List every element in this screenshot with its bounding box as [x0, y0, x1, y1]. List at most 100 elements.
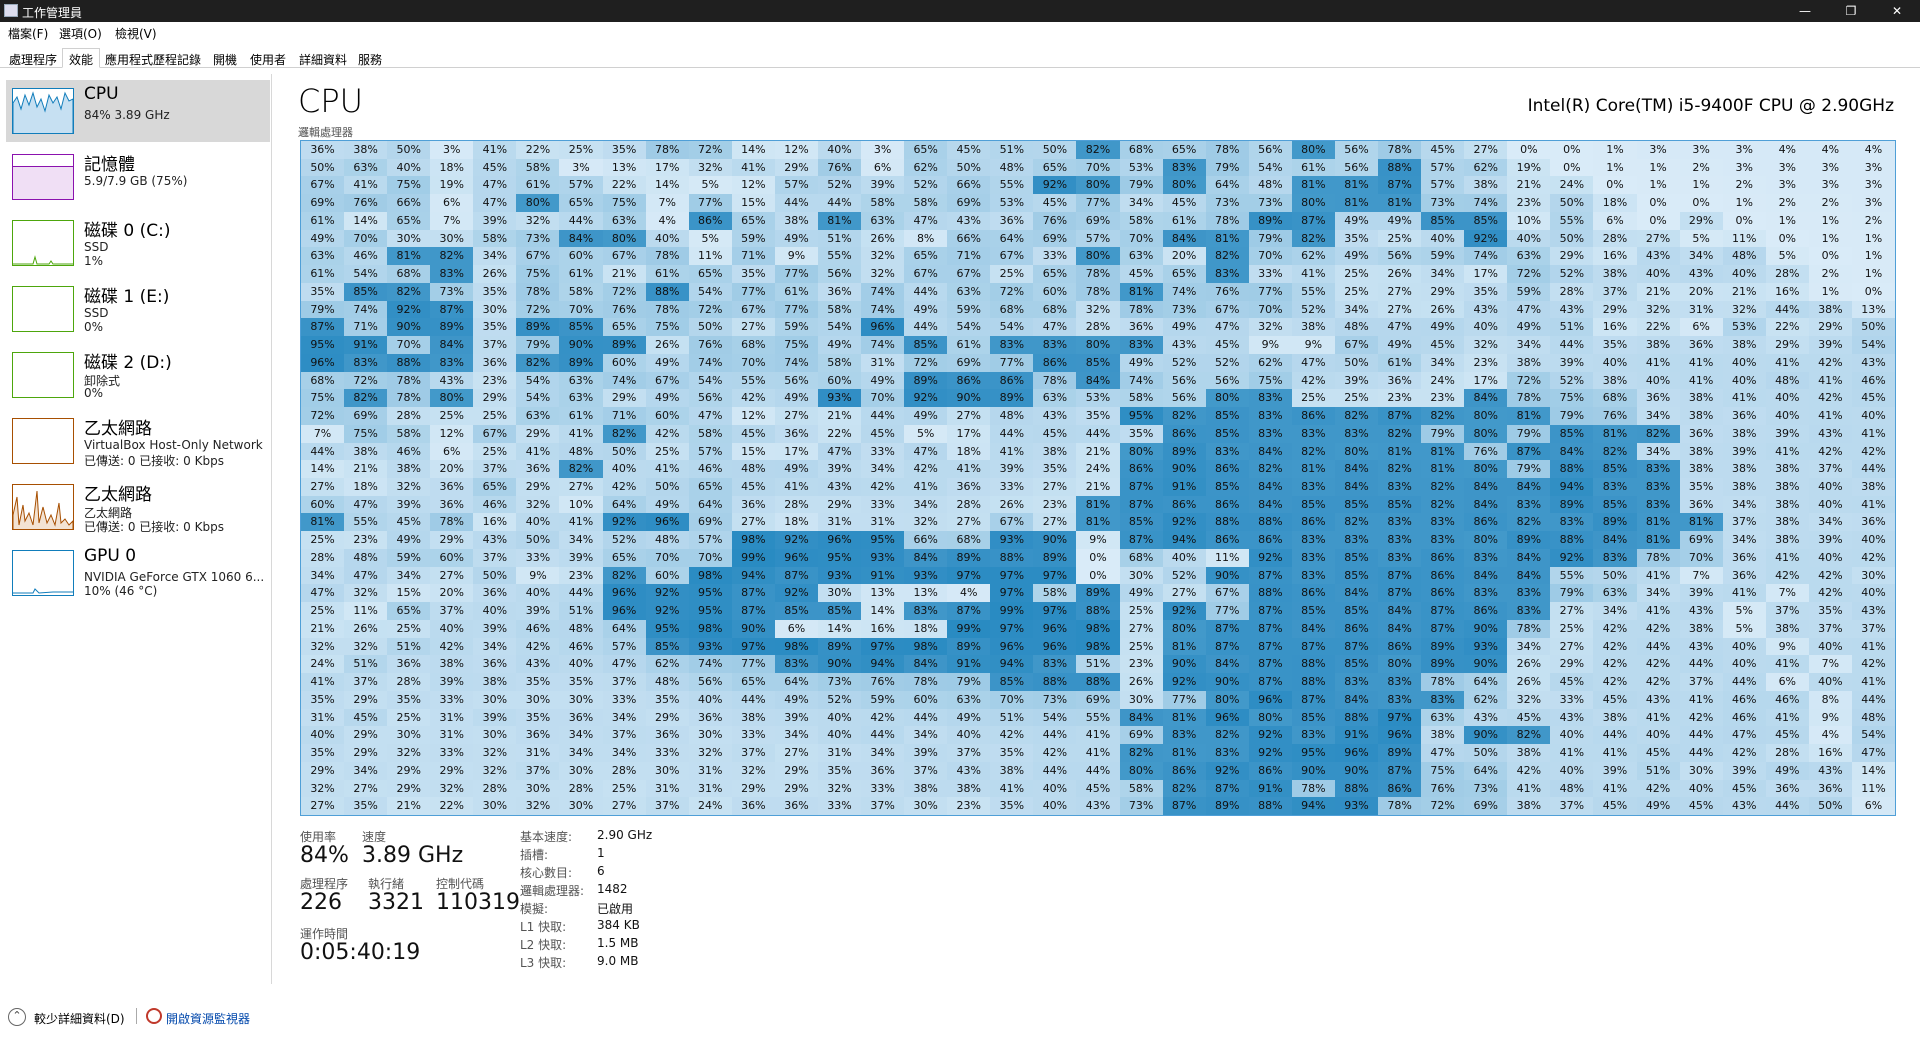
- restore-button[interactable]: ❐: [1845, 4, 1857, 18]
- close-button[interactable]: ✕: [1891, 4, 1903, 18]
- cpu-core-cell: 80%: [1205, 389, 1249, 408]
- speed-value: 3.89 GHz: [362, 843, 464, 868]
- cpu-core-cell: 49%: [645, 495, 689, 514]
- tab-services[interactable]: 服務: [358, 53, 383, 67]
- cpu-core-cell: 54%: [990, 318, 1034, 337]
- cpu-core-cell: 49%: [645, 353, 689, 372]
- cpu-core-cell: 89%: [1248, 211, 1292, 230]
- sidebar-name: 乙太網路: [84, 485, 152, 505]
- cpu-core-cell: 86%: [688, 211, 732, 230]
- cpu-core-cell: 38%: [344, 442, 388, 461]
- cpu-core-cell: 32%: [516, 495, 560, 514]
- cpu-core-cell: 1%: [1722, 194, 1766, 212]
- cpu-core-cell: 92%: [1162, 513, 1206, 532]
- sidebar-item-disk2[interactable]: 磁碟 2 (D:) 卸除式 0%: [6, 344, 270, 406]
- cpu-core-cell: 18%: [344, 478, 388, 496]
- network-thumbnail: [12, 418, 74, 464]
- cpu-core-cell: 42%: [1851, 548, 1895, 567]
- tab-processes[interactable]: 處理程序: [9, 53, 58, 67]
- cpu-core-cell: 86%: [1162, 495, 1206, 514]
- cpu-core-cell: 21%: [1636, 282, 1680, 301]
- cpu-core-cell: 7%: [1765, 584, 1809, 603]
- cpu-core-cell: 83%: [1378, 690, 1422, 709]
- cpu-core-cell: 36%: [559, 708, 603, 727]
- sidebar-item-gpu[interactable]: GPU 0 NVIDIA GeForce GTX 1060 6... 10% (…: [6, 542, 270, 604]
- chevron-up-icon[interactable]: ⌃: [8, 1008, 26, 1026]
- cpu-core-cell: 84%: [1593, 531, 1637, 549]
- minimize-button[interactable]: —: [1799, 4, 1811, 18]
- cpu-core-cell: 86%: [1464, 513, 1508, 532]
- cpu-core-cell: 41%: [1593, 779, 1637, 798]
- cpu-core-cell: 92%: [1205, 761, 1249, 780]
- cpu-core-cell: 45%: [387, 513, 431, 532]
- tab-details[interactable]: 詳細資料: [299, 53, 348, 67]
- tab-performance[interactable]: 效能: [62, 48, 101, 68]
- cpu-core-cell: 9%: [1076, 531, 1120, 549]
- cpu-core-cell: 83%: [1033, 336, 1077, 354]
- cpu-core-cell: 37%: [473, 460, 517, 478]
- cpu-core-cell: 49%: [947, 708, 991, 727]
- cpu-core-cell: 44%: [731, 690, 775, 709]
- cpu-core-cell: 87%: [1248, 655, 1292, 674]
- cpu-core-cell: 47%: [1291, 353, 1335, 372]
- sidebar-item-memory[interactable]: 記憶體 5.9/7.9 GB (75%): [6, 146, 270, 208]
- cpu-core-cell: 26%: [1421, 300, 1465, 319]
- cpu-core-cell: 85%: [1205, 424, 1249, 443]
- menu-file[interactable]: 檔案(F): [8, 27, 49, 41]
- cpu-core-cell: 10%: [559, 495, 603, 514]
- cpu-core-cell: 25%: [990, 265, 1034, 283]
- cpu-core-cell: 35%: [516, 673, 560, 691]
- cpu-core-cell: 42%: [1722, 744, 1766, 762]
- cpu-core-cell: 91%: [1248, 779, 1292, 798]
- cpu-core-cell: 14%: [645, 176, 689, 195]
- tab-users[interactable]: 使用者: [250, 53, 287, 67]
- cpu-core-cell: 29%: [430, 761, 474, 780]
- cpu-core-cell: 5%: [1722, 619, 1766, 638]
- cpu-core-cell: 75%: [1248, 371, 1292, 390]
- cpu-core-cell: 47%: [301, 584, 345, 603]
- cpu-core-cell: 97%: [1033, 566, 1077, 585]
- cpu-core-cell: 44%: [559, 211, 603, 230]
- sidebar-item-ethernet-vbox[interactable]: 乙太網路 VirtualBox Host-Only Network 已傳送: 0…: [6, 410, 270, 472]
- cpu-core-cell: 60%: [559, 247, 603, 266]
- cpu-core-cell: 30%: [473, 797, 517, 815]
- cpu-core-cell: 96%: [602, 584, 646, 603]
- cpu-core-cell: 32%: [387, 478, 431, 496]
- cpu-core-cell: 47%: [1507, 300, 1551, 319]
- cpu-core-cell: 20%: [1679, 282, 1723, 301]
- cpu-core-cell: 63%: [1507, 247, 1551, 266]
- cpu-core-cell: 54%: [1248, 158, 1292, 177]
- cpu-core-cell: 40%: [1162, 548, 1206, 567]
- cpu-core-cell: 41%: [1808, 407, 1852, 425]
- cpu-core-cell: 81%: [1507, 407, 1551, 425]
- fewer-details-button[interactable]: 較少詳細資料(D): [34, 1012, 125, 1026]
- cpu-core-cell: 96%: [1205, 708, 1249, 727]
- tab-app-history[interactable]: 應用程式歷程記錄: [105, 53, 202, 67]
- cpu-core-cell: 5%: [688, 176, 732, 195]
- cpu-core-cell: 49%: [1119, 584, 1163, 603]
- cpu-core-cell: 38%: [1507, 744, 1551, 762]
- open-resource-monitor-link[interactable]: 開啟資源監視器: [166, 1012, 251, 1026]
- cpu-core-cell: 32%: [344, 637, 388, 656]
- cpu-core-cell: 41%: [559, 513, 603, 532]
- spec-value: 6: [597, 864, 605, 878]
- sidebar-item-disk1[interactable]: 磁碟 1 (E:) SSD 0%: [6, 278, 270, 340]
- cpu-core-cell: 82%: [1507, 513, 1551, 532]
- cpu-core-cell: 43%: [1550, 300, 1594, 319]
- cpu-core-cell: 40%: [817, 726, 862, 745]
- cpu-core-cell: 34%: [774, 726, 818, 745]
- sidebar-item-cpu[interactable]: CPU 84% 3.89 GHz: [6, 80, 270, 142]
- sidebar-item-ethernet[interactable]: 乙太網路 乙太網路 已傳送: 0 已接收: 0 Kbps: [6, 476, 270, 538]
- menu-view[interactable]: 檢視(V): [115, 27, 157, 41]
- cpu-core-cell: 9%: [1291, 336, 1335, 354]
- cpu-core-cell: 62%: [645, 655, 689, 674]
- cpu-core-cell: 86%: [947, 371, 991, 390]
- cpu-core-cell: 59%: [731, 229, 775, 248]
- tab-startup[interactable]: 開機: [213, 53, 238, 67]
- cpu-core-cell: 80%: [1378, 655, 1422, 674]
- cpu-core-cell: 61%: [516, 176, 560, 195]
- menu-options[interactable]: 選項(O): [59, 27, 102, 41]
- sidebar-item-disk0[interactable]: 磁碟 0 (C:) SSD 1%: [6, 212, 270, 274]
- cpu-core-cell: 38%: [1421, 726, 1465, 745]
- cpu-core-cell: 58%: [861, 194, 905, 212]
